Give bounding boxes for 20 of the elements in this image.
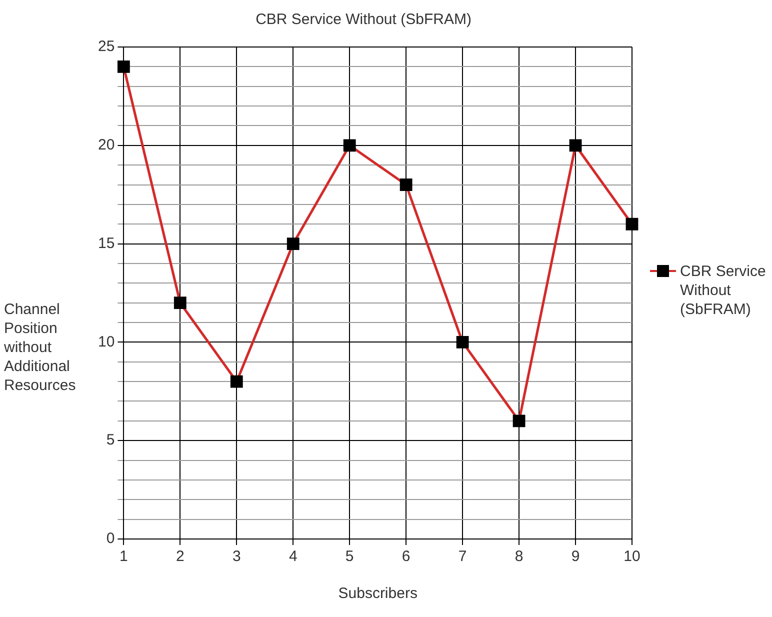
x-tick-label: 3 bbox=[232, 548, 241, 566]
x-tick-label: 4 bbox=[288, 548, 298, 566]
y-tick-label: 5 bbox=[106, 432, 115, 449]
x-tick-label: 6 bbox=[402, 548, 410, 566]
chart-title: CBR Service Without (SbFRAM) bbox=[256, 11, 472, 28]
x-tick-label: 7 bbox=[458, 548, 467, 566]
y-tick-label: 0 bbox=[106, 530, 115, 548]
y-tick-label: 20 bbox=[98, 136, 115, 154]
x-tick-label: 10 bbox=[624, 548, 640, 566]
y-tick-label: 25 bbox=[98, 38, 115, 56]
x-tick-label: 9 bbox=[571, 548, 580, 566]
legend-label: CBR Service Without (SbFRAM) bbox=[680, 262, 767, 319]
x-tick-label: 2 bbox=[176, 548, 184, 566]
x-tick-label: 5 bbox=[345, 548, 354, 566]
x-tick-label: 8 bbox=[514, 548, 524, 566]
y-tick-label: 15 bbox=[98, 234, 115, 252]
y-axis-title: Channel Position without Additional Resources bbox=[4, 300, 77, 395]
x-axis-title: Subscribers bbox=[338, 585, 418, 602]
y-tick-label: 10 bbox=[98, 333, 115, 350]
x-tick-label: 1 bbox=[120, 548, 128, 566]
